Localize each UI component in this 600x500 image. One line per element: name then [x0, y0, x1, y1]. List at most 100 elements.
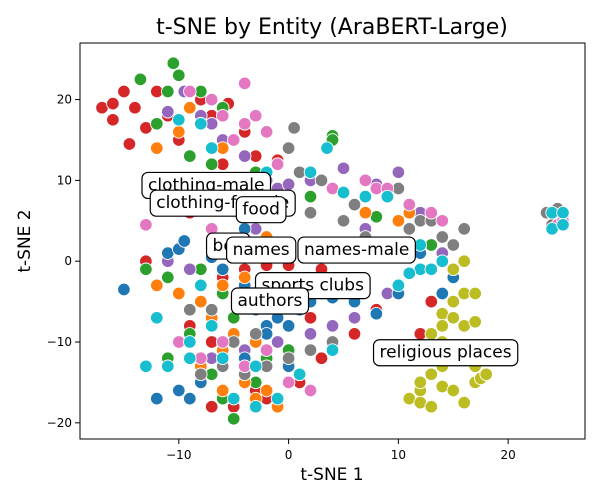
- scatter-point: [303, 189, 318, 204]
- scatter-point: [424, 205, 439, 220]
- scatter-point: [133, 72, 148, 87]
- scatter-point: [172, 383, 186, 398]
- scatter-point: [106, 96, 120, 111]
- scatter-point: [303, 327, 318, 341]
- annotation-text: food: [242, 200, 280, 220]
- scatter-point: [325, 319, 340, 333]
- scatter-point: [226, 412, 241, 426]
- points-layer: [95, 56, 570, 426]
- scatter-point: [237, 76, 252, 91]
- scatter-point: [139, 218, 153, 232]
- scatter-point: [281, 141, 296, 155]
- scatter-point: [183, 391, 197, 406]
- scatter-point: [424, 294, 439, 309]
- scatter-point: [215, 108, 230, 123]
- scatter-point: [150, 278, 164, 293]
- scatter-point: [248, 399, 263, 414]
- scatter-point: [172, 286, 186, 301]
- annotation-box: [230, 287, 310, 315]
- scatter-point: [270, 391, 285, 406]
- annotation-box: [235, 196, 287, 224]
- scatter-point: [358, 173, 373, 188]
- scatter-point: [183, 149, 197, 163]
- x-tick-label: −10: [166, 448, 191, 462]
- scatter-point: [226, 133, 241, 147]
- scatter-point: [259, 383, 274, 398]
- scatter-point: [215, 383, 230, 398]
- scatter-point: [117, 84, 131, 99]
- scatter-point: [446, 383, 461, 398]
- scatter-point: [402, 197, 417, 212]
- scatter-point: [215, 262, 230, 277]
- scatter-point: [139, 359, 153, 374]
- annotation-label: religious places: [372, 339, 519, 367]
- scatter-point: [479, 367, 493, 382]
- scatter-point: [413, 375, 428, 390]
- scatter-point: [303, 343, 318, 357]
- scatter-point: [204, 319, 219, 333]
- scatter-point: [468, 286, 482, 301]
- scatter-point: [556, 205, 570, 220]
- scatter-point: [215, 351, 230, 365]
- scatter-point: [380, 189, 395, 204]
- scatter-point: [183, 262, 197, 277]
- scatter-point: [314, 173, 329, 188]
- scatter-point: [161, 359, 175, 374]
- scatter-point: [336, 185, 351, 200]
- scatter-point: [468, 315, 482, 329]
- y-axis-label: t-SNE 2: [15, 209, 35, 272]
- scatter-point: [194, 367, 208, 382]
- scatter-point: [204, 399, 219, 414]
- scatter-point: [424, 367, 439, 382]
- annotation-text: names-male: [304, 240, 409, 260]
- x-tick-label: 0: [285, 448, 293, 462]
- scatter-point: [457, 395, 471, 410]
- scatter-point: [150, 141, 164, 155]
- scatter-point: [166, 56, 181, 70]
- scatter-point: [172, 68, 186, 83]
- scatter-point: [161, 84, 175, 99]
- scatter-point: [204, 141, 219, 155]
- annotation-text: authors: [237, 291, 302, 311]
- scatter-point: [183, 100, 197, 115]
- x-axis-label: t-SNE 1: [300, 465, 363, 485]
- scatter-point: [303, 205, 318, 220]
- scatter-point: [139, 262, 153, 277]
- scatter-point: [303, 165, 318, 180]
- scatter-point: [391, 165, 406, 180]
- scatter-point: [226, 391, 241, 406]
- scatter-point: [161, 270, 175, 285]
- scatter-point: [215, 335, 230, 349]
- scatter-point: [402, 266, 417, 281]
- scatter-point: [314, 351, 329, 365]
- scatter-point: [424, 399, 439, 414]
- scatter-point: [358, 189, 373, 204]
- plot-frame: [79, 42, 586, 440]
- scatter-point: [281, 177, 296, 192]
- scatter-point: [347, 311, 362, 325]
- scatter-point: [446, 262, 461, 277]
- annotation-box: [372, 339, 519, 367]
- annotation-box: [297, 236, 416, 264]
- scatter-point: [446, 311, 461, 325]
- scatter-point: [204, 302, 219, 317]
- scatter-point: [556, 218, 570, 232]
- annotation-label: authors: [230, 287, 310, 315]
- scatter-point: [161, 104, 175, 119]
- scatter-point: [336, 214, 351, 228]
- scatter-point: [183, 84, 197, 99]
- y-tick-label: 0: [64, 254, 72, 268]
- scatter-point: [172, 125, 186, 139]
- scatter-point: [117, 282, 131, 297]
- scatter-point: [303, 383, 318, 398]
- scatter-point: [150, 391, 164, 406]
- scatter-point: [435, 286, 450, 301]
- scatter-point: [281, 375, 296, 390]
- scatter-point: [347, 327, 362, 341]
- scatter-point: [281, 351, 296, 365]
- x-axis: −10 0 10 20: [166, 439, 516, 462]
- scatter-point: [204, 157, 219, 171]
- x-tick-label: 10: [391, 448, 406, 462]
- scatter-point: [292, 367, 307, 382]
